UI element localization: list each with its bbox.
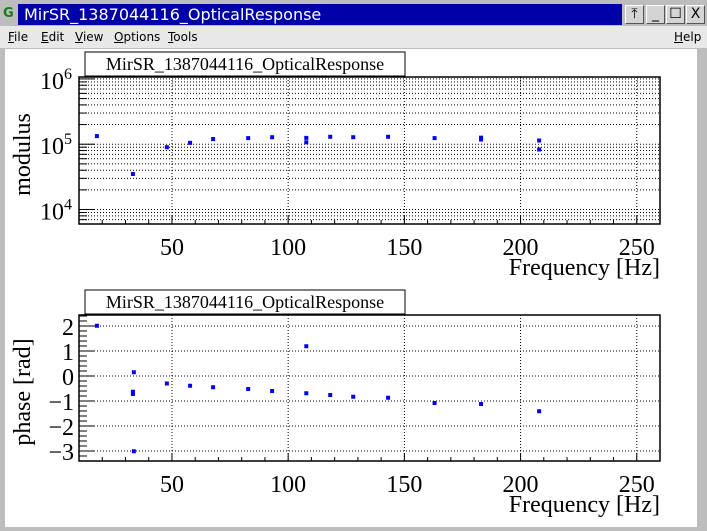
close-button[interactable]: X bbox=[686, 5, 705, 24]
data-point bbox=[351, 394, 356, 399]
root-app-icon[interactable]: G bbox=[3, 6, 14, 21]
y-axis-label: modulus bbox=[10, 113, 36, 196]
data-point bbox=[537, 409, 542, 414]
x-tick-label: 200 bbox=[503, 472, 539, 498]
plot-frame bbox=[78, 314, 661, 462]
data-point bbox=[164, 381, 169, 386]
x-tick-label: 100 bbox=[270, 235, 306, 261]
data-point bbox=[479, 137, 484, 142]
y-tick-label: −1 bbox=[48, 390, 74, 416]
y-tick-label: −2 bbox=[48, 415, 74, 441]
data-point bbox=[94, 134, 99, 139]
data-point bbox=[130, 171, 135, 176]
x-tick-label: 100 bbox=[270, 472, 306, 498]
data-point bbox=[386, 134, 391, 139]
maximize-button[interactable]: ☐ bbox=[666, 5, 685, 24]
menu-file[interactable]: File bbox=[8, 30, 29, 44]
data-point bbox=[211, 137, 216, 142]
data-point bbox=[304, 135, 309, 140]
data-point bbox=[537, 147, 542, 152]
titlebar-fill bbox=[18, 4, 622, 25]
x-tick-label: 50 bbox=[160, 235, 184, 261]
menu-edit[interactable]: Edit bbox=[41, 30, 65, 44]
x-tick-label: 50 bbox=[160, 472, 184, 498]
x-tick-label: 150 bbox=[386, 472, 422, 498]
menu-view[interactable]: View bbox=[75, 30, 104, 44]
plot-title: MirSR_1387044116_OpticalResponse bbox=[106, 54, 384, 74]
x-tick-label: 250 bbox=[619, 235, 655, 261]
data-point bbox=[479, 402, 484, 406]
data-point bbox=[328, 393, 333, 397]
y-tick-label: 106 bbox=[40, 66, 72, 95]
data-point bbox=[304, 391, 309, 396]
menu-help[interactable]: Help bbox=[674, 30, 702, 44]
data-point bbox=[130, 392, 135, 396]
data-point bbox=[351, 135, 356, 140]
y-tick-label: −3 bbox=[48, 440, 74, 466]
plot-title-box bbox=[84, 289, 406, 315]
plot-title: MirSR_1387044116_OpticalResponse bbox=[106, 292, 384, 312]
data-point bbox=[432, 136, 437, 141]
data-point bbox=[130, 389, 135, 394]
menu-tools[interactable]: Tools bbox=[168, 30, 198, 44]
x-tick-label: 150 bbox=[386, 235, 422, 261]
data-point bbox=[537, 138, 542, 143]
x-axis-label: Frequency [Hz] bbox=[509, 492, 660, 518]
plot-frame bbox=[78, 76, 661, 225]
y-tick-label: 1 bbox=[62, 340, 74, 366]
menu-bar: File Edit View Options Tools Help bbox=[0, 26, 707, 48]
data-point bbox=[94, 323, 99, 328]
data-point bbox=[188, 383, 193, 388]
data-point bbox=[164, 145, 169, 150]
x-tick-label: 250 bbox=[619, 472, 655, 498]
menu-options[interactable]: Options bbox=[114, 30, 161, 44]
data-point bbox=[386, 395, 391, 400]
data-point bbox=[432, 401, 437, 405]
data-point bbox=[211, 385, 216, 390]
window-title: MirSR_1387044116_OpticalResponse bbox=[24, 5, 322, 24]
data-point bbox=[304, 344, 309, 349]
y-tick-label: 104 bbox=[40, 197, 72, 226]
data-point bbox=[270, 135, 275, 140]
window-titlebar: G MirSR_1387044116_OpticalResponse ⤒ _ ☐… bbox=[0, 0, 707, 26]
x-axis-label: Frequency [Hz] bbox=[509, 255, 660, 281]
y-tick-label: 2 bbox=[62, 315, 74, 341]
plot-canvas[interactable]: 50 100 150 200 250 Frequency [Hz] MirSR_138704… bbox=[5, 49, 697, 527]
stick-button[interactable]: ⤒ bbox=[625, 5, 644, 24]
y-tick-label: 0 bbox=[62, 365, 74, 391]
data-point bbox=[246, 387, 251, 391]
data-point bbox=[246, 136, 251, 141]
data-point bbox=[304, 140, 309, 145]
data-point bbox=[131, 370, 136, 375]
y-axis-label: phase [rad] bbox=[10, 338, 36, 445]
data-point bbox=[270, 389, 275, 393]
data-point bbox=[188, 140, 193, 145]
data-point bbox=[328, 134, 333, 139]
y-tick-label: 105 bbox=[40, 131, 72, 160]
data-point bbox=[131, 449, 136, 454]
x-tick-label: 200 bbox=[503, 235, 539, 261]
plot-title-box bbox=[84, 51, 406, 77]
minimize-button[interactable]: _ bbox=[646, 5, 665, 24]
